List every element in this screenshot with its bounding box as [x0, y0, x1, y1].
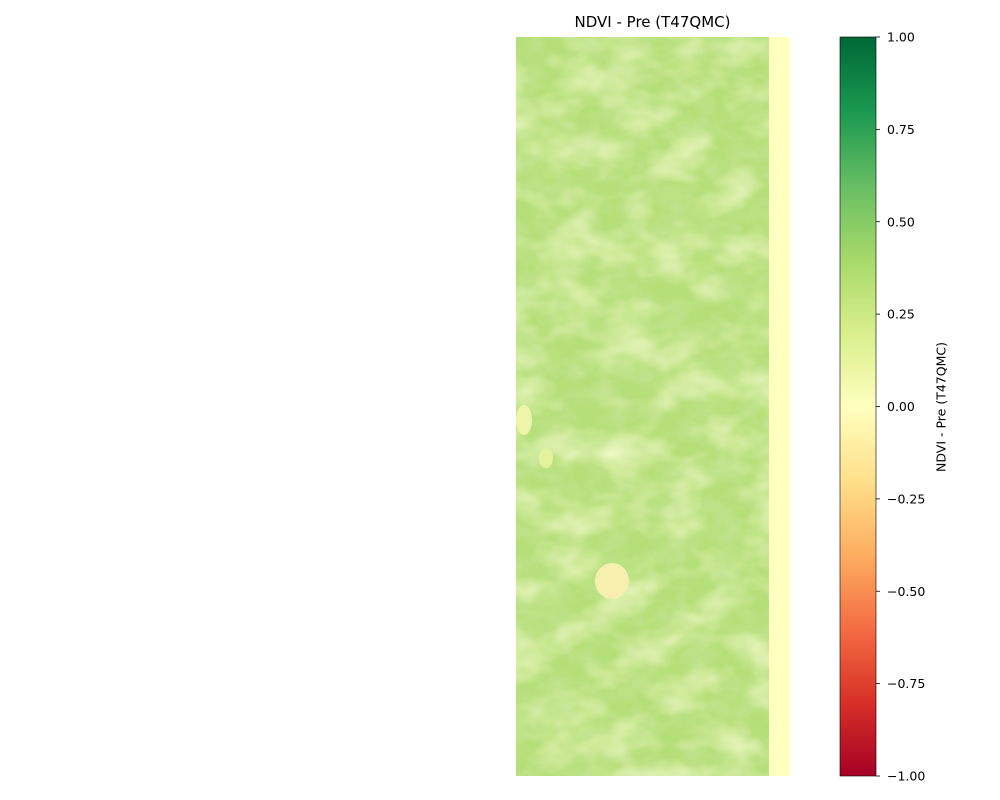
ndvi-raster — [516, 37, 790, 776]
colorbar-tick-label: 0.50 — [887, 214, 915, 229]
colorbar-tick-label: 0.75 — [887, 122, 915, 137]
colorbar-ticks: 1.00 0.75 0.50 0.25 0.00 −0.25 −0.50 −0.75 −1.00 — [876, 30, 925, 784]
colorbar-tick-label: −0.50 — [887, 584, 925, 599]
chart-title: NDVI - Pre (T47QMC) — [574, 13, 731, 31]
raster-light-patches — [516, 37, 769, 776]
colorbar-tick-label: −1.00 — [887, 769, 925, 784]
bare-patch — [595, 563, 629, 599]
colorbar-tick-label: 1.00 — [887, 30, 915, 45]
bare-patch-small — [516, 405, 532, 435]
colorbar-tick-label: 0.25 — [887, 307, 915, 322]
colorbar — [839, 36, 877, 777]
colorbar-tick-label: 0.00 — [887, 399, 915, 414]
bare-patch-small — [539, 448, 553, 468]
colorbar-tick-label: −0.75 — [887, 676, 925, 691]
colorbar-tick-label: −0.25 — [887, 491, 925, 506]
nodata-strip — [769, 37, 790, 776]
colorbar-label: NDVI - Pre (T47QMC) — [933, 342, 949, 472]
